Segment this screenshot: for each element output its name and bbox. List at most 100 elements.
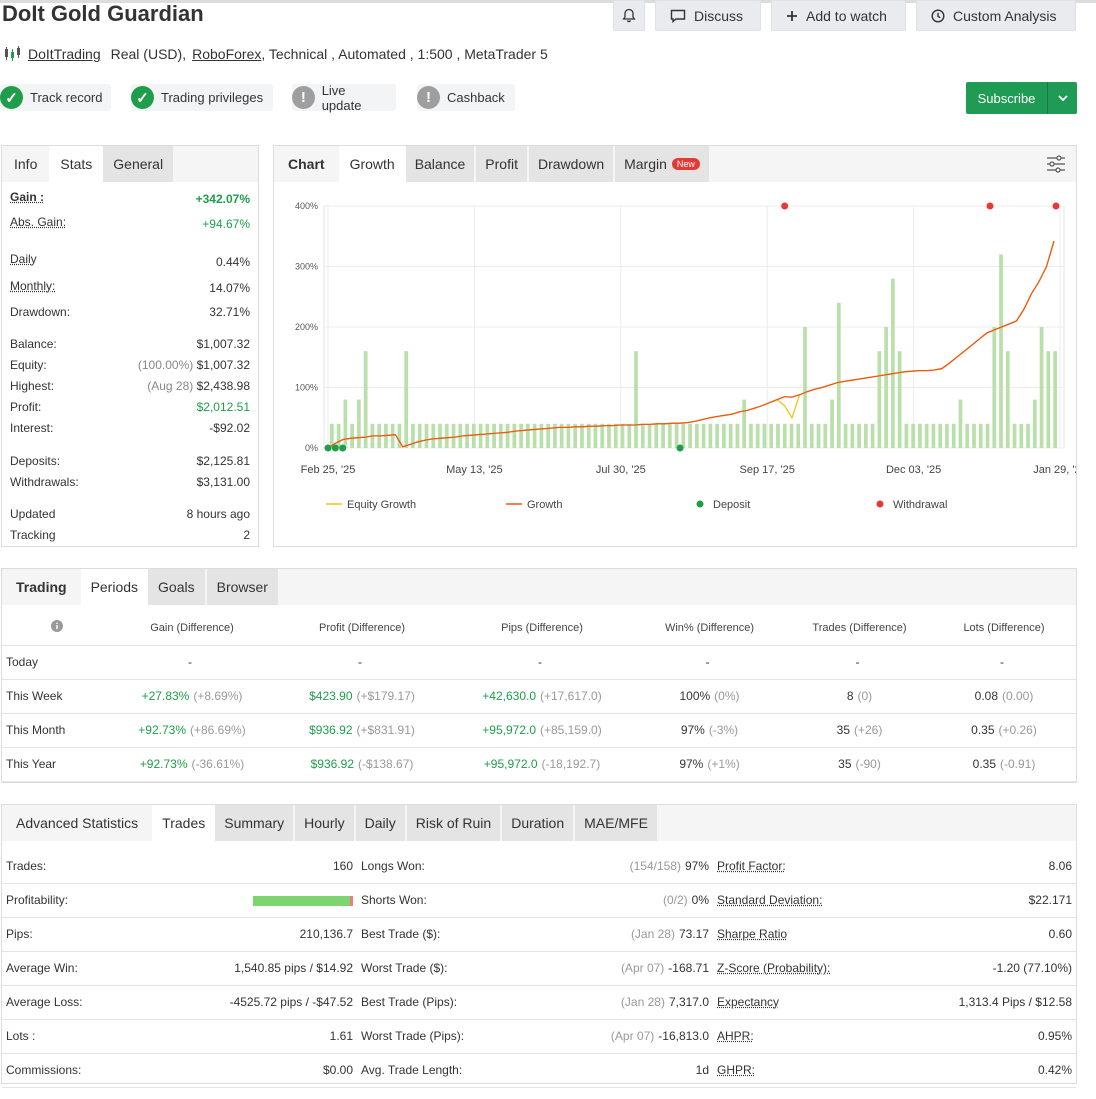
chart-panel: Chart Growth Balance Profit Drawdown Mar… (273, 145, 1077, 547)
stat-label-help[interactable]: AHPR: (713, 1019, 913, 1054)
tab-mae-mfe[interactable]: MAE/MFE (575, 805, 657, 841)
tab-growth[interactable]: Growth (338, 146, 406, 182)
chart-settings-button[interactable] (1036, 146, 1076, 182)
growth-bar (411, 423, 415, 448)
stat-label-help[interactable]: Standard Deviation: (713, 883, 913, 918)
stat-label-help[interactable]: Z-Score (Probability): (713, 951, 913, 986)
stat-label: Commissions: (2, 1053, 202, 1088)
tab-general[interactable]: General (103, 146, 174, 182)
period-difference: (-18,192.7) (541, 757, 601, 771)
deposit-marker (676, 444, 684, 452)
table-row: Profitability: Shorts Won: (0/2) 0% Standard… (2, 883, 1076, 918)
stat-value: $22.171 (913, 883, 1076, 918)
tab-trades[interactable]: Trades (152, 805, 216, 841)
stat-label-help[interactable]: GHPR: (713, 1053, 913, 1088)
table-row: This Year +92.73% (-36.61%) $936.92 (-$138.6… (2, 747, 1076, 782)
y-tick-label: 400% (295, 201, 318, 211)
period-value: - (855, 655, 860, 669)
growth-bar (985, 423, 990, 448)
daily-label[interactable]: Daily (10, 252, 37, 266)
growth-bar (640, 423, 645, 448)
tab-balance[interactable]: Balance (405, 146, 475, 182)
period-cell-win: 100% (0%) (632, 679, 787, 714)
advanced-stats-panel: Advanced Statistics Trades Summary Hourl… (1, 804, 1077, 1088)
legend-deposit-swatch (696, 500, 704, 508)
growth-bar (1039, 327, 1044, 448)
tab-summary[interactable]: Summary (215, 805, 294, 841)
x-tick-label: Jul 30, '25 (596, 464, 646, 476)
tab-goals[interactable]: Goals (148, 569, 205, 605)
custom-analysis-label: Custom Analysis (953, 7, 1057, 24)
growth-bar (769, 423, 774, 448)
period-difference: (+85,159.0) (540, 723, 602, 737)
badge-label: Track record (30, 90, 103, 105)
advanced-tabbar: Advanced Statistics Trades Summary Hourl… (2, 805, 1076, 841)
tab-daily[interactable]: Daily (355, 805, 405, 841)
growth-bar (539, 423, 544, 448)
growth-bar (546, 423, 551, 448)
tab-stats[interactable]: Stats (49, 146, 104, 182)
growth-bar (586, 423, 591, 448)
badge-live-update[interactable]: ! Live update (292, 83, 396, 113)
growth-bar (931, 423, 936, 448)
tab-margin[interactable]: Margin New (615, 146, 709, 182)
period-value: +92.73% (138, 723, 186, 737)
period-cell-pips: +42,630.0 (+17,617.0) (452, 679, 632, 714)
stat-label-help[interactable]: Expectancy (713, 985, 913, 1020)
monthly-label[interactable]: Monthly: (10, 279, 56, 293)
growth-bar (992, 327, 997, 448)
custom-analysis-button[interactable]: Custom Analysis (916, 0, 1076, 31)
badge-cashback[interactable]: ! Cashback (417, 84, 515, 111)
tab-duration[interactable]: Duration (502, 805, 574, 841)
tab-browser[interactable]: Browser (206, 569, 278, 605)
period-cell-profit: $936.92 (-$138.67) (272, 747, 452, 782)
tab-info[interactable]: Info (2, 146, 50, 182)
stat-label: Longs Won: (357, 849, 497, 884)
stat-label: Best Trade (Pips): (357, 985, 497, 1020)
sliders-icon (1047, 155, 1065, 173)
notification-bell-button[interactable] (613, 0, 645, 31)
discuss-button[interactable]: Discuss (655, 0, 761, 31)
tab-risk-of-ruin[interactable]: Risk of Ruin (406, 805, 501, 841)
add-to-watch-button[interactable]: Add to watch (771, 0, 906, 31)
growth-bar (708, 423, 713, 448)
stat-label-help[interactable]: Profit Factor: (713, 849, 913, 884)
abs-gain-label[interactable]: Abs. Gain: (10, 215, 67, 229)
chevron-down-icon[interactable] (1047, 82, 1077, 114)
stat-number: 0% (691, 893, 709, 907)
period-value: 8 (846, 689, 854, 703)
period-difference: (+1%) (707, 757, 740, 771)
stat-value: -1.20 (77.10%) (913, 951, 1076, 986)
info-icon[interactable] (51, 620, 63, 633)
broker-link[interactable]: RoboForex (192, 46, 262, 62)
growth-bar (654, 423, 659, 448)
badge-track-record[interactable]: ✓ Track record (0, 84, 111, 111)
withdrawals-label: Withdrawals: (10, 475, 79, 489)
y-tick-label: 100% (295, 383, 318, 393)
subscribe-button[interactable]: Subscribe (966, 82, 1077, 114)
header-lots: Lots (Difference) (932, 611, 1076, 646)
author-link[interactable]: DoItTrading (28, 46, 101, 62)
drawdown-label: Drawdown: (10, 305, 71, 319)
growth-bar (782, 423, 787, 448)
stat-value: 0.95% (913, 1019, 1076, 1054)
tab-periods[interactable]: Periods (80, 569, 149, 605)
growth-bar (431, 423, 436, 448)
x-tick-label: Jan 29, '26 (1033, 464, 1076, 476)
tab-drawdown[interactable]: Drawdown (528, 146, 614, 182)
table-row: Average Win: 1,540.85 pips / $14.92 Worst … (2, 951, 1076, 986)
growth-bar (978, 423, 983, 448)
stat-number: 73.17 (678, 927, 709, 941)
stat-label-help[interactable]: Sharpe Ratio (713, 917, 913, 952)
stat-label: Average Loss: (2, 985, 202, 1020)
monthly-value: 14.07% (209, 281, 250, 295)
info-header (2, 611, 112, 646)
tab-profit[interactable]: Profit (476, 146, 527, 182)
stat-highest: Highest: (Aug 28) $2,438.98 (10, 379, 250, 393)
tab-chart: Chart (274, 146, 339, 182)
stat-value: 0.60 (913, 917, 1076, 952)
badge-trading-privileges[interactable]: ✓ Trading privileges (131, 84, 273, 111)
period-cell-lots: - (932, 645, 1076, 680)
tab-hourly[interactable]: Hourly (295, 805, 354, 841)
gain-label[interactable]: Gain : (10, 190, 45, 204)
